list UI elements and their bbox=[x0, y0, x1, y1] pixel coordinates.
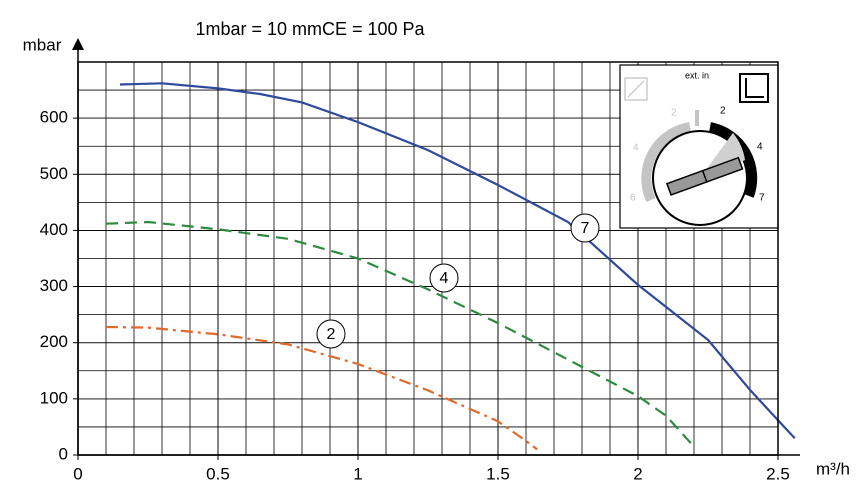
x-tick-label: 0 bbox=[73, 464, 82, 483]
x-tick-label: 2.5 bbox=[766, 464, 790, 483]
x-tick-label: 1 bbox=[353, 464, 362, 483]
inset: ext. in 2 4 6 2 4 7 bbox=[619, 64, 779, 229]
y-tick-label: 500 bbox=[40, 164, 68, 183]
inset-label: ext. in bbox=[685, 70, 709, 80]
y-tick-label: 100 bbox=[40, 388, 68, 407]
black-scale-label: 4 bbox=[757, 142, 763, 153]
y-tick-label: 0 bbox=[59, 444, 68, 463]
series-layer: 7 4 2 bbox=[105, 82, 796, 451]
y-tick-label: 200 bbox=[40, 332, 68, 351]
y-tick-label: 600 bbox=[40, 108, 68, 127]
grey-arc bbox=[641, 122, 691, 203]
icon-grey bbox=[624, 77, 648, 101]
grey-scale-label: 4 bbox=[633, 143, 639, 154]
pointer-notch bbox=[701, 170, 708, 183]
icon-grey-line bbox=[627, 80, 645, 98]
y-axis-label: mbar bbox=[23, 35, 62, 54]
grey-scale-label: 2 bbox=[671, 108, 677, 119]
black-arc bbox=[708, 122, 758, 198]
series-label-circle bbox=[570, 213, 600, 243]
x-axis-label: m³/h bbox=[816, 459, 850, 478]
series-label: 2 bbox=[327, 326, 336, 343]
y-axis-arrow bbox=[72, 38, 84, 50]
black-scale-label: 2 bbox=[720, 106, 726, 117]
y-tick-label: 400 bbox=[40, 220, 68, 239]
series-line bbox=[119, 82, 796, 439]
series-line bbox=[105, 220, 695, 448]
chart-title: 1mbar = 10 mmCE = 100 Pa bbox=[195, 19, 425, 39]
series-label: 4 bbox=[440, 270, 449, 287]
series-label-circle bbox=[316, 319, 346, 349]
series-label-circle bbox=[429, 263, 459, 293]
plot-frame bbox=[77, 61, 779, 456]
y-tick-label: 300 bbox=[40, 276, 68, 295]
grey-scale-label: 6 bbox=[630, 193, 636, 204]
icon-black bbox=[739, 73, 769, 103]
series-label: 7 bbox=[581, 220, 590, 237]
icon-black-line bbox=[745, 78, 764, 98]
x-tick-label: 0.5 bbox=[206, 464, 230, 483]
pointer bbox=[665, 156, 744, 196]
series-line bbox=[105, 325, 538, 451]
x-tick-label: 2 bbox=[633, 464, 642, 483]
black-scale-label: 7 bbox=[759, 193, 765, 204]
x-tick-label: 1.5 bbox=[486, 464, 510, 483]
